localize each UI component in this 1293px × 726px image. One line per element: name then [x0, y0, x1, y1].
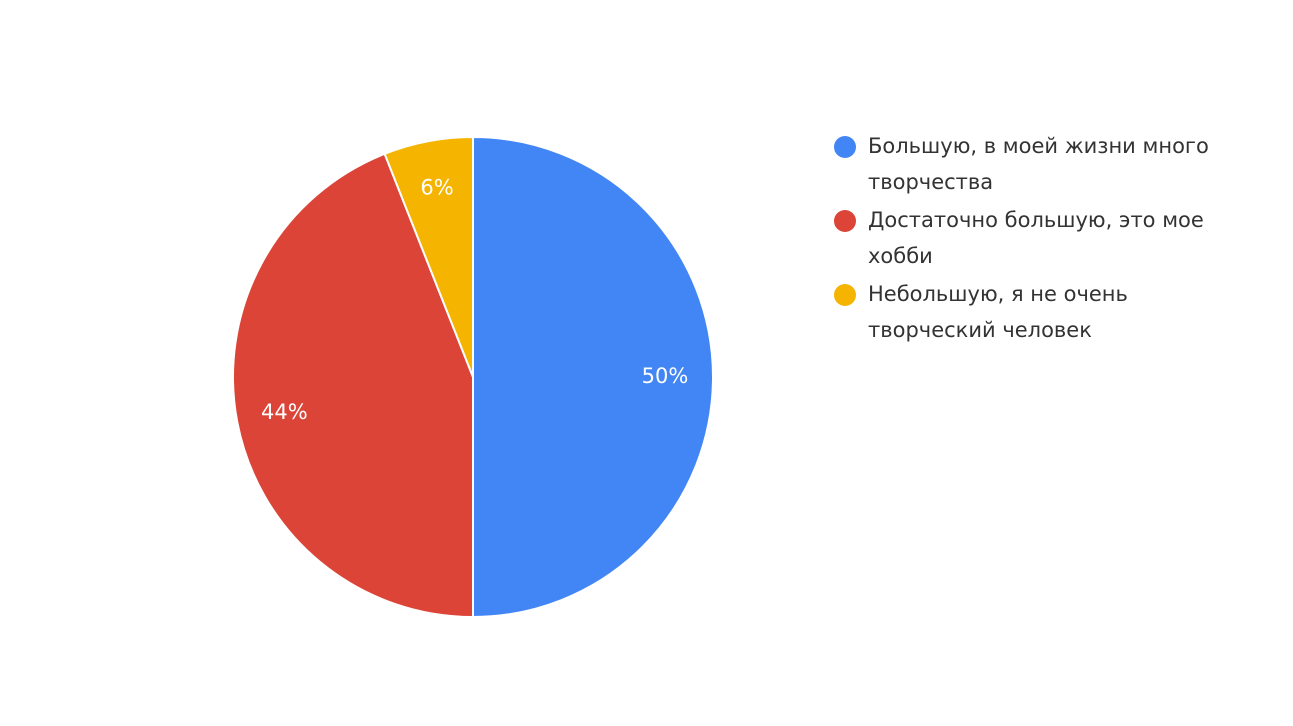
legend-item: Большую, в моей жизни много творчества: [832, 128, 1218, 200]
legend-label: Достаточно большую, это мое хобби: [868, 208, 1204, 268]
pie-slice: [472, 135, 714, 619]
slice-label: 44%: [261, 400, 308, 424]
legend-marker: [834, 284, 856, 306]
legend-marker: [834, 210, 856, 232]
legend-item: Небольшую, я не очень творческий человек: [832, 276, 1218, 348]
legend-item: Достаточно большую, это мое хобби: [832, 202, 1218, 274]
legend-label: Небольшую, я не очень творческий человек: [868, 282, 1128, 342]
slice-label: 6%: [420, 175, 453, 199]
legend-marker: [834, 136, 856, 158]
pie-slice: [383, 135, 474, 378]
legend-label: Большую, в моей жизни много творчества: [868, 134, 1209, 194]
legend: Большую, в моей жизни много творчества До…: [832, 128, 1218, 350]
slice-label: 50%: [642, 364, 689, 388]
pie-slice: [232, 152, 474, 619]
